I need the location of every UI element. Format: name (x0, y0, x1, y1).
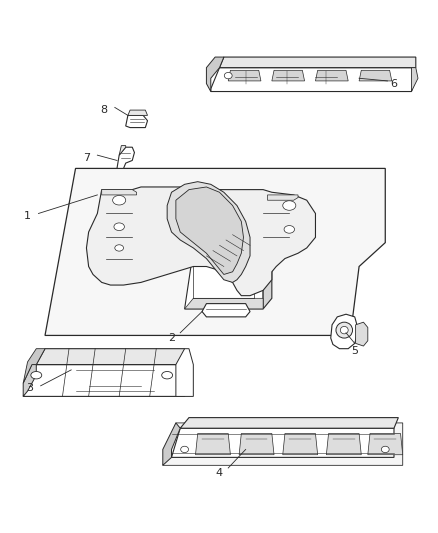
Text: 8: 8 (100, 105, 107, 115)
Ellipse shape (282, 201, 295, 211)
Text: 4: 4 (215, 469, 223, 478)
Polygon shape (184, 298, 262, 309)
Polygon shape (195, 433, 230, 455)
Ellipse shape (224, 72, 232, 79)
Polygon shape (23, 365, 36, 397)
Ellipse shape (31, 372, 42, 379)
Ellipse shape (115, 245, 123, 251)
Polygon shape (119, 146, 125, 155)
Polygon shape (410, 68, 417, 92)
Polygon shape (239, 433, 273, 455)
Text: 2: 2 (168, 333, 175, 343)
Polygon shape (219, 57, 415, 68)
Polygon shape (102, 190, 136, 195)
Polygon shape (167, 182, 250, 282)
Polygon shape (180, 418, 397, 428)
Polygon shape (193, 229, 271, 251)
Polygon shape (330, 314, 356, 349)
Text: 3: 3 (26, 383, 33, 393)
Ellipse shape (339, 326, 347, 334)
Polygon shape (271, 70, 304, 81)
Ellipse shape (161, 372, 172, 379)
Polygon shape (176, 349, 193, 397)
Polygon shape (23, 349, 45, 383)
Polygon shape (162, 423, 402, 465)
Polygon shape (127, 110, 147, 115)
Polygon shape (184, 251, 262, 309)
Polygon shape (117, 147, 134, 168)
Polygon shape (315, 70, 347, 81)
Polygon shape (210, 68, 415, 92)
Polygon shape (228, 70, 260, 81)
Polygon shape (325, 433, 360, 455)
Polygon shape (125, 115, 147, 127)
Polygon shape (162, 423, 180, 465)
Polygon shape (171, 428, 393, 457)
Ellipse shape (114, 223, 124, 231)
Ellipse shape (381, 446, 389, 453)
Polygon shape (201, 304, 250, 317)
Polygon shape (36, 349, 184, 375)
Polygon shape (176, 187, 243, 274)
Text: 6: 6 (389, 78, 396, 88)
Ellipse shape (180, 446, 188, 453)
Polygon shape (355, 322, 367, 346)
Polygon shape (267, 195, 297, 200)
Text: 1: 1 (24, 211, 31, 221)
Ellipse shape (283, 225, 294, 233)
Text: 5: 5 (350, 346, 357, 357)
Polygon shape (206, 57, 223, 92)
Polygon shape (282, 433, 317, 455)
Ellipse shape (113, 196, 125, 205)
Polygon shape (367, 433, 402, 455)
Polygon shape (262, 229, 271, 309)
Polygon shape (86, 187, 315, 296)
Polygon shape (358, 70, 391, 81)
Polygon shape (23, 365, 184, 397)
Text: 7: 7 (83, 153, 90, 163)
Polygon shape (45, 168, 385, 335)
Ellipse shape (335, 322, 352, 338)
